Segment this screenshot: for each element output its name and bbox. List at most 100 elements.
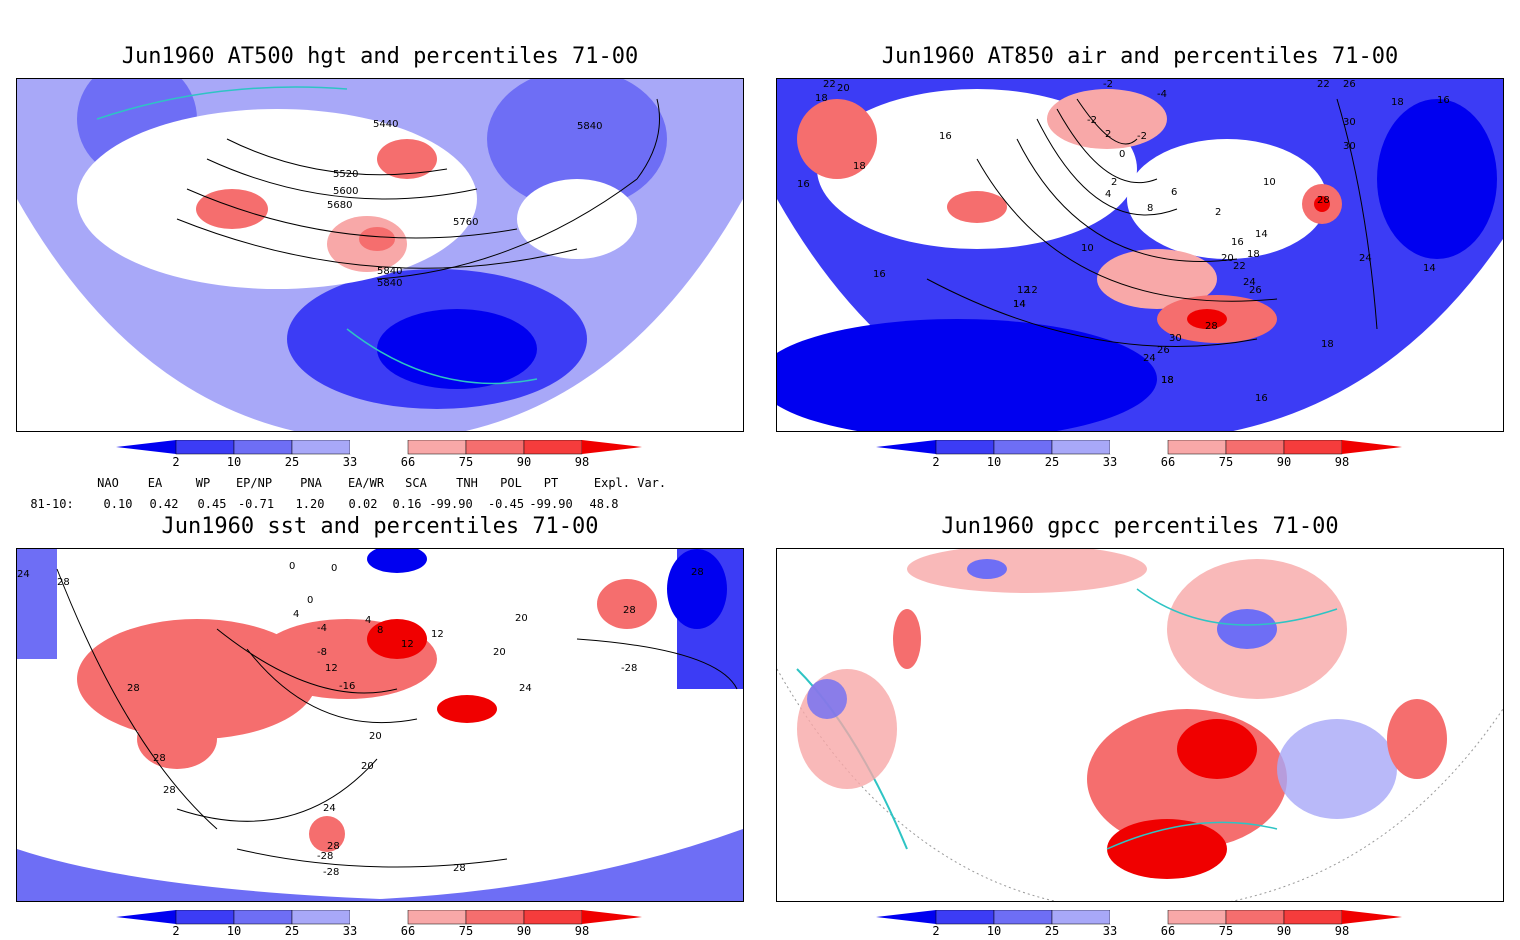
contour-label: 18	[853, 161, 866, 172]
colorbar-seg-4	[291, 439, 351, 455]
contour-label: 5680	[327, 200, 352, 211]
index-value: 0.45	[197, 497, 227, 511]
contour-label: 8	[1147, 203, 1153, 214]
colorbar-label: 33	[342, 924, 358, 938]
colorbar-label: 98	[574, 455, 590, 469]
contour-label: 14	[1013, 299, 1026, 310]
colorbar-label: 2	[172, 455, 180, 469]
colorbar-label: 25	[1044, 455, 1060, 469]
contour-label: 16	[873, 269, 886, 280]
contour-label: 6	[1171, 187, 1177, 198]
index-value: -99.90	[529, 497, 573, 511]
colorbar-label: 2	[932, 455, 940, 469]
contour-label: -16	[339, 681, 355, 692]
colorbar-label: 90	[516, 455, 532, 469]
colorbar-seg-3	[233, 439, 293, 455]
map-air: 22 20 18 16 16 18 16 -2 -2 -4 2 0 -2 4 2…	[777, 79, 1503, 431]
contour-label: 28	[327, 841, 340, 852]
contour-label: 18	[1321, 339, 1334, 350]
contour-label: 24	[519, 683, 532, 694]
colorbar-label: 66	[1160, 455, 1176, 469]
colorbar-label: 10	[986, 924, 1002, 938]
index-value: -0.71	[237, 497, 275, 511]
colorbar-svg	[876, 909, 1402, 925]
index-header: WP	[195, 476, 211, 490]
colorbar-svg	[876, 439, 1402, 455]
contour-label: 5840	[377, 278, 402, 289]
contour-label: 28	[163, 785, 176, 796]
colorbar-svg	[116, 439, 642, 455]
index-header: PNA	[300, 476, 322, 490]
contour-label: 18	[1161, 375, 1174, 386]
map-panel-sst: 24 28 28 28 28 0 0 0 4 4 -4 8 12 12 -8 1…	[16, 548, 744, 902]
index-header: NAO	[97, 476, 119, 490]
contour-label: 30	[1169, 333, 1182, 344]
colorbar-label: 75	[458, 455, 474, 469]
contour-label: 5600	[333, 186, 358, 197]
contour-label: -28	[621, 663, 637, 674]
index-header: EA	[147, 476, 163, 490]
panel-title-sst: Jun1960 sst and percentiles 71-00	[161, 514, 599, 539]
colorbar-seg-8	[523, 439, 583, 455]
contour-label: 2	[1215, 207, 1221, 218]
colorbar-top-left: 2 10 25 33 66 75 90 98	[116, 439, 646, 469]
contour-label: 8	[377, 625, 383, 636]
contour-label: 24	[1143, 353, 1156, 364]
contour-label: 28	[57, 577, 70, 588]
contour-label: 28	[623, 605, 636, 616]
contour-label: 0	[289, 561, 295, 572]
contour-label: 28	[1205, 321, 1218, 332]
index-header: EP/NP	[235, 476, 273, 490]
contour-label: 28	[127, 683, 140, 694]
index-header: TNH	[456, 476, 478, 490]
contour-label: 16	[1231, 237, 1244, 248]
contour-label: 14	[1013, 299, 1026, 310]
contour-label: -28	[323, 867, 339, 878]
contour-label: 16	[939, 131, 952, 142]
colorbar-label: 10	[226, 924, 242, 938]
contour-label: 28	[153, 753, 166, 764]
contour-label: 22	[1317, 79, 1330, 90]
contour-label: 5440	[373, 119, 398, 130]
contour-label: 18	[1161, 375, 1174, 386]
colorbar-label: 66	[400, 455, 416, 469]
map-sst: 24 28 28 28 28 0 0 0 4 4 -4 8 12 12 -8 1…	[17, 549, 743, 901]
colorbar-bottom-left: 2 10 25 33 66 75 90 98	[116, 909, 646, 938]
map-hgt: 5440 5520 5600 5680 5760 5840 5840 5840	[17, 79, 743, 431]
contour-label: 5520	[333, 169, 358, 180]
colorbar-label: 33	[342, 455, 358, 469]
contour-label: 24	[1243, 277, 1256, 288]
index-row-label: 81-10:	[30, 497, 74, 511]
colorbar-label: 33	[1102, 455, 1118, 469]
contour-label: 30	[1343, 141, 1356, 152]
colorbar-seg-5	[350, 440, 408, 454]
colorbar-label: 98	[574, 924, 590, 938]
colorbar-label: 2	[932, 924, 940, 938]
index-value: 0.02	[348, 497, 378, 511]
contour-label: 4	[293, 609, 299, 620]
colorbar-label: 25	[284, 924, 300, 938]
contour-label: -2	[1103, 79, 1113, 90]
colorbar-top-right: 2 10 25 33 66 75 90 98	[876, 439, 1406, 469]
contour-label: 20	[837, 83, 850, 94]
map-gpcc	[777, 549, 1503, 901]
colorbar-label: 66	[1160, 924, 1176, 938]
colorbar-seg-9	[582, 440, 642, 454]
colorbar-bottom-right: 2 10 25 33 66 75 90 98	[876, 909, 1406, 938]
colorbar-label: 98	[1334, 455, 1350, 469]
index-header: POL	[500, 476, 522, 490]
indices-header-row: NAO EA WP EP/NP PNA EA/WR SCA TNH POL PT…	[0, 476, 760, 492]
contour-label: 20	[369, 731, 382, 742]
contour-label: 12	[1017, 285, 1030, 296]
contour-label: -28	[317, 851, 333, 862]
contour-label: 22	[823, 79, 836, 90]
map-panel-gpcc	[776, 548, 1504, 902]
colorbar-seg-2	[175, 439, 235, 455]
contour-label: 28	[453, 863, 466, 874]
panel-title-hgt: Jun1960 AT500 hgt and percentiles 71-00	[121, 44, 639, 69]
map-panel-hgt: 5440 5520 5600 5680 5760 5840 5840 5840	[16, 78, 744, 432]
contour-label: 12	[401, 639, 414, 650]
colorbar-seg-1	[116, 440, 176, 454]
contour-label: 22	[1233, 261, 1246, 272]
colorbar-label: 75	[1218, 924, 1234, 938]
